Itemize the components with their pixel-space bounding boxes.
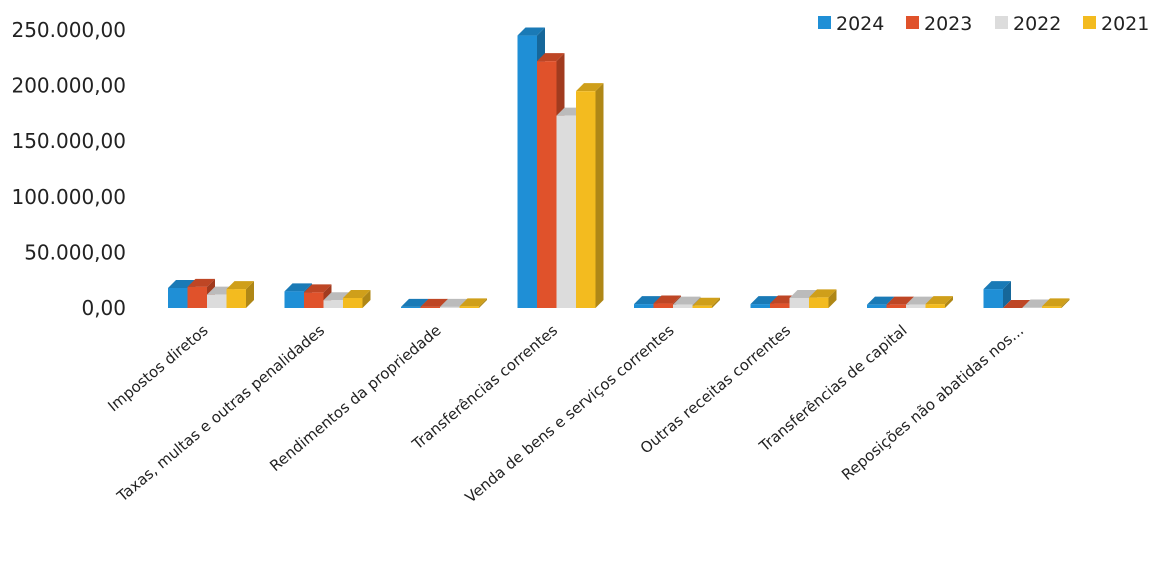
legend-label: 2021 [1101, 13, 1149, 35]
x-tick-label: Reposições não abatidas nos... [838, 321, 1027, 484]
bar [343, 289, 371, 308]
legend-swatch [818, 16, 831, 29]
bar [1003, 300, 1031, 308]
legend-item: 2023 [906, 13, 972, 35]
bar [459, 298, 487, 308]
y-tick-label: 50.000,00 [24, 240, 126, 264]
legend-swatch [995, 16, 1008, 29]
x-tick-label: Venda de bens e serviços correntes [462, 321, 678, 506]
bar [226, 281, 254, 308]
legend-swatch [906, 16, 919, 29]
x-tick-label: Impostos diretos [104, 321, 211, 415]
y-tick-label: 250.000,00 [11, 18, 126, 42]
bar [809, 289, 837, 308]
legend-label: 2023 [924, 13, 972, 35]
bar [1042, 298, 1070, 308]
bar [983, 281, 1011, 308]
bar [925, 296, 953, 308]
legend-swatch [1083, 16, 1096, 29]
legend-label: 2022 [1013, 13, 1061, 35]
legend-item: 2024 [818, 13, 884, 35]
bars [168, 27, 1070, 309]
y-tick-label: 200.000,00 [11, 74, 126, 98]
legend-item: 2021 [1083, 13, 1149, 35]
legend: 2024 2023 2022 2021 [818, 13, 1149, 35]
y-axis-ticks: 0,00 50.000,00 100.000,00 150.000,00 200.000… [11, 18, 126, 320]
bar [576, 83, 604, 308]
y-tick-label: 100.000,00 [11, 185, 126, 209]
y-tick-label: 150.000,00 [11, 129, 126, 153]
x-tick-label: Taxas, multas e outras penalidades [113, 321, 328, 506]
legend-label: 2024 [836, 13, 884, 35]
bar [692, 297, 720, 308]
legend-item: 2022 [995, 13, 1061, 35]
y-tick-label: 0,00 [81, 296, 126, 320]
